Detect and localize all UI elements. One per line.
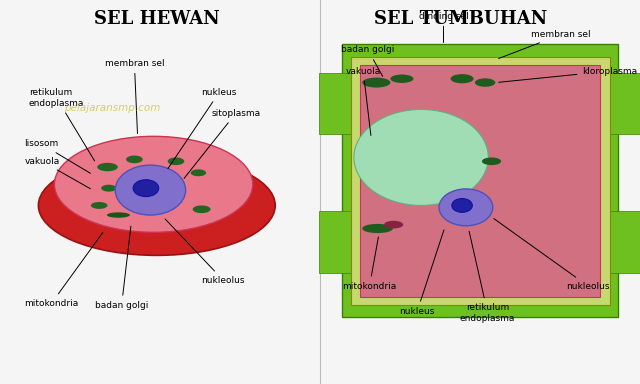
Ellipse shape (97, 163, 118, 171)
Text: vakuola: vakuola (24, 157, 90, 189)
Text: dinding sel: dinding sel (419, 12, 468, 43)
Text: badan golgi: badan golgi (95, 226, 148, 310)
Ellipse shape (451, 74, 474, 83)
Text: sitoplasma: sitoplasma (184, 109, 260, 178)
Ellipse shape (38, 156, 275, 255)
Bar (607, 73, 640, 134)
Ellipse shape (115, 165, 186, 215)
Ellipse shape (91, 202, 108, 209)
Ellipse shape (126, 156, 143, 163)
Text: badan golgi: badan golgi (341, 45, 395, 76)
Ellipse shape (362, 224, 393, 233)
Text: lisosom: lisosom (24, 139, 90, 173)
Ellipse shape (54, 136, 253, 232)
Text: pelajaransmp.com: pelajaransmp.com (64, 103, 160, 113)
Ellipse shape (482, 157, 501, 165)
Text: kloroplasma: kloroplasma (499, 66, 637, 82)
Ellipse shape (107, 212, 130, 218)
Ellipse shape (168, 157, 184, 165)
Bar (607, 211, 640, 273)
Bar (319, 211, 354, 273)
Ellipse shape (390, 74, 413, 83)
Ellipse shape (362, 78, 390, 88)
Bar (342, 44, 618, 317)
Text: retikulum
endoplasma: retikulum endoplasma (460, 231, 515, 323)
Ellipse shape (354, 109, 488, 205)
Bar (360, 65, 600, 297)
Text: SEL HEWAN: SEL HEWAN (94, 10, 220, 28)
Ellipse shape (475, 78, 495, 87)
Ellipse shape (439, 189, 493, 226)
Text: nukleolus: nukleolus (165, 219, 245, 285)
Text: mitokondria: mitokondria (342, 237, 397, 291)
Text: nukleus: nukleus (168, 88, 237, 169)
Ellipse shape (132, 172, 143, 178)
Text: mitokondria: mitokondria (24, 233, 102, 308)
Text: vakuola: vakuola (346, 66, 381, 136)
Text: nukleolus: nukleolus (494, 218, 610, 291)
Ellipse shape (193, 205, 211, 213)
Bar (351, 57, 610, 305)
Ellipse shape (452, 199, 472, 212)
Ellipse shape (101, 185, 116, 192)
Ellipse shape (191, 169, 206, 176)
Text: nukleus: nukleus (399, 230, 444, 316)
Ellipse shape (133, 180, 159, 197)
Ellipse shape (384, 221, 403, 228)
Text: SEL TUMBUHAN: SEL TUMBUHAN (374, 10, 547, 28)
Bar (319, 73, 354, 134)
Text: membran sel: membran sel (499, 30, 591, 58)
Text: retikulum
endoplasma: retikulum endoplasma (29, 88, 95, 161)
Text: membran sel: membran sel (104, 59, 164, 134)
